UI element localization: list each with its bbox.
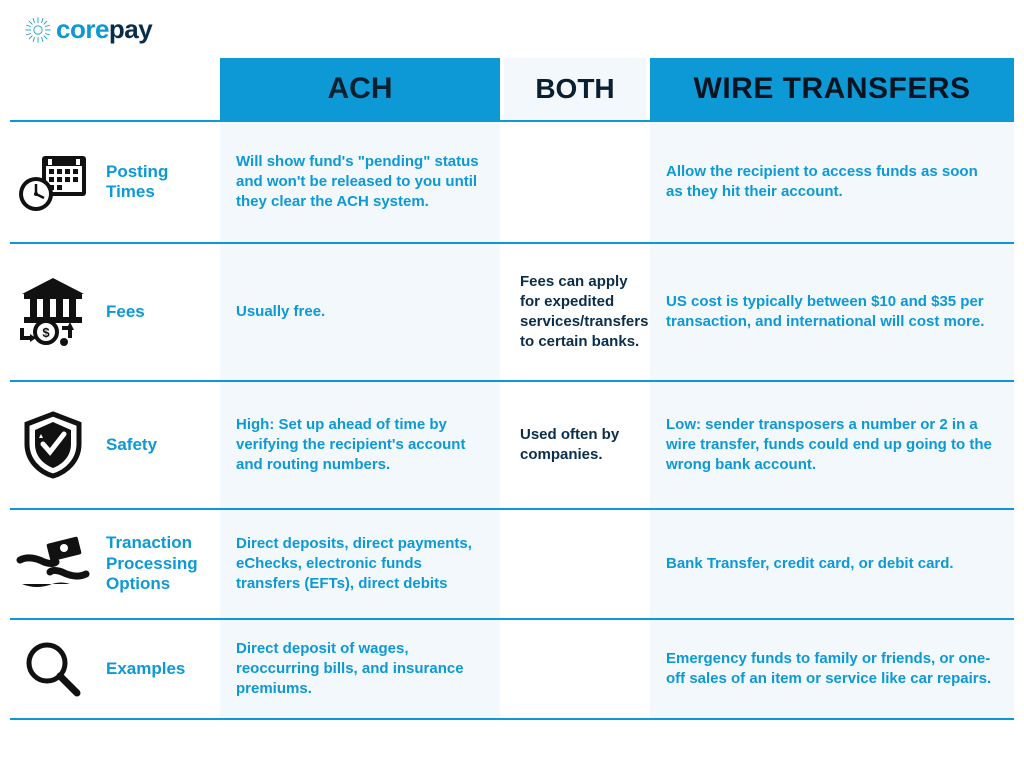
magnifier-icon [10,637,96,701]
cell-wire: Allow the recipient to access funds as s… [650,122,1014,242]
cell-both: Used often by companies. [500,382,650,508]
header-row: ACH BOTH WIRE TRANSFERS [10,58,1014,120]
row-label: Tranaction Processing Options [106,533,214,594]
cell-ach: Will show fund's "pending" status and wo… [220,122,500,242]
cell-ach: High: Set up ahead of time by verifying … [220,382,500,508]
row-label: Posting Times [106,162,214,203]
column-header-both: BOTH [500,58,650,120]
bank-fees-icon: $ [10,276,96,348]
clock-calendar-icon [10,150,96,214]
label-cell: Posting Times [10,122,220,242]
row-examples: Examples Direct deposit of wages, reoccu… [10,618,1014,720]
label-cell: $ Fees [10,244,220,380]
cell-both [500,620,650,718]
brand-core: core [56,14,109,44]
comparison-table: ACH BOTH WIRE TRANSFERS Posting Times [10,58,1014,720]
cell-both [500,122,650,242]
brand-pay: pay [109,14,152,44]
shield-check-icon [10,410,96,480]
cell-ach: Usually free. [220,244,500,380]
cell-both [500,510,650,618]
cell-wire: Bank Transfer, credit card, or debit car… [650,510,1014,618]
row-safety: Safety High: Set up ahead of time by ver… [10,380,1014,508]
row-label: Safety [106,435,157,455]
cell-wire: Emergency funds to family or friends, or… [650,620,1014,718]
hands-money-icon [10,534,96,594]
cell-ach: Direct deposit of wages, reoccurring bil… [220,620,500,718]
label-cell: Safety [10,382,220,508]
column-header-ach: ACH [220,58,500,120]
label-cell: Tranaction Processing Options [10,510,220,618]
svg-text:$: $ [42,325,50,340]
cell-ach: Direct deposits, direct payments, eCheck… [220,510,500,618]
header-spacer [10,58,220,120]
row-posting-times: Posting Times Will show fund's "pending"… [10,120,1014,242]
label-cell: Examples [10,620,220,718]
cell-both: Fees can apply for expedited services/tr… [500,244,650,380]
row-fees: $ Fees Usually free. Fees can apply for … [10,242,1014,380]
row-label: Fees [106,302,145,322]
brand-text: corepay [56,14,152,45]
cell-wire: US cost is typically between $10 and $35… [650,244,1014,380]
row-processing: Tranaction Processing Options Direct dep… [10,508,1014,618]
column-header-wire: WIRE TRANSFERS [650,58,1014,120]
sunburst-icon [24,16,52,44]
brand-logo: corepay [24,14,152,45]
cell-wire: Low: sender transposers a number or 2 in… [650,382,1014,508]
row-label: Examples [106,659,185,679]
